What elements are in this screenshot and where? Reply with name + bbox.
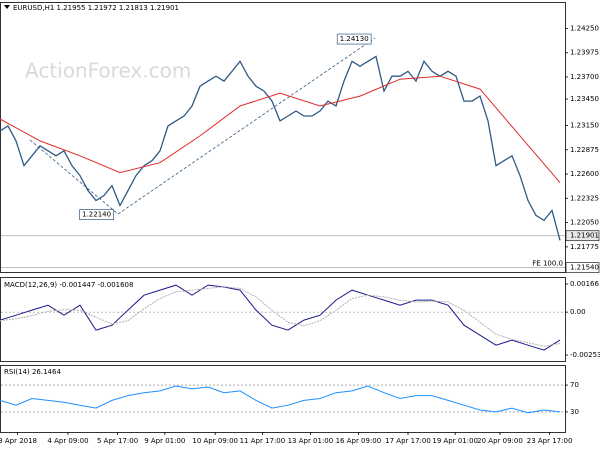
y-tick-label: 1.24250 bbox=[570, 24, 599, 32]
rsi-panel bbox=[0, 365, 566, 433]
watermark: ActionForex.com bbox=[25, 59, 191, 83]
macd-title: MACD(12,26,9) -0.001447 -0.001608 bbox=[4, 281, 133, 289]
x-tick-label: 19 Apr 01:00 bbox=[432, 437, 478, 445]
x-tick-label: 11 Apr 17:00 bbox=[240, 437, 286, 445]
x-tick-label: 3 Apr 2018 bbox=[0, 437, 37, 445]
y-tick-label: 30 bbox=[570, 408, 579, 416]
y-tick-label: 1.22325 bbox=[570, 194, 599, 202]
annotation-box bbox=[79, 209, 114, 220]
menu-arrow bbox=[4, 5, 10, 9]
annotation-box bbox=[336, 33, 372, 45]
x-tick-label: 17 Apr 17:00 bbox=[385, 437, 431, 445]
x-tick-label: 16 Apr 09:00 bbox=[336, 437, 382, 445]
x-tick-label: 13 Apr 01:00 bbox=[288, 437, 334, 445]
main-panel bbox=[0, 2, 566, 273]
y-tick-label: 1.21775 bbox=[570, 243, 599, 251]
y-tick-label: 1.23975 bbox=[570, 49, 599, 57]
x-tick-label: 23 Apr 17:00 bbox=[527, 437, 573, 445]
x-tick-label: 10 Apr 09:00 bbox=[192, 437, 238, 445]
series-line bbox=[0, 75, 561, 183]
series-line bbox=[0, 55, 561, 241]
x-tick-label: 20 Apr 09:00 bbox=[477, 437, 523, 445]
level-note: FE 100.0 bbox=[532, 260, 563, 268]
trend-line bbox=[29, 139, 119, 215]
trend-line bbox=[117, 37, 376, 215]
x-tick-label: 5 Apr 17:00 bbox=[97, 437, 138, 445]
level-label-box bbox=[565, 230, 600, 242]
chart-title: EURUSD,H1 1.21955 1.21972 1.21813 1.2190… bbox=[13, 4, 179, 12]
y-tick-label: 0.00166 bbox=[570, 280, 599, 288]
annotation-label: 1.22140 bbox=[82, 211, 111, 219]
y-tick-label: 1.23150 bbox=[570, 122, 599, 130]
level-label: 1.21901 bbox=[570, 232, 599, 240]
annotation-label: 1.24130 bbox=[340, 35, 369, 43]
y-tick-label: 1.22875 bbox=[570, 146, 599, 154]
y-tick-label: 1.22050 bbox=[570, 219, 599, 227]
series-line bbox=[0, 385, 561, 414]
x-tick-label: 9 Apr 01:00 bbox=[144, 437, 185, 445]
y-tick-label: 1.22600 bbox=[570, 170, 599, 178]
y-tick-label: 0.00 bbox=[570, 308, 586, 316]
y-tick-label: 1.23700 bbox=[570, 73, 599, 81]
rsi-title: RSI(14) 26.1464 bbox=[4, 368, 61, 376]
y-tick-label: 1.23450 bbox=[570, 95, 599, 103]
level-label: 1.21540 bbox=[570, 264, 599, 272]
y-tick-label: 70 bbox=[570, 381, 579, 389]
x-tick-label: 4 Apr 09:00 bbox=[47, 437, 88, 445]
y-tick-label: -0.00253 bbox=[570, 351, 600, 359]
series-line bbox=[0, 284, 561, 351]
level-label-box bbox=[565, 262, 600, 273]
series-line bbox=[0, 286, 561, 347]
